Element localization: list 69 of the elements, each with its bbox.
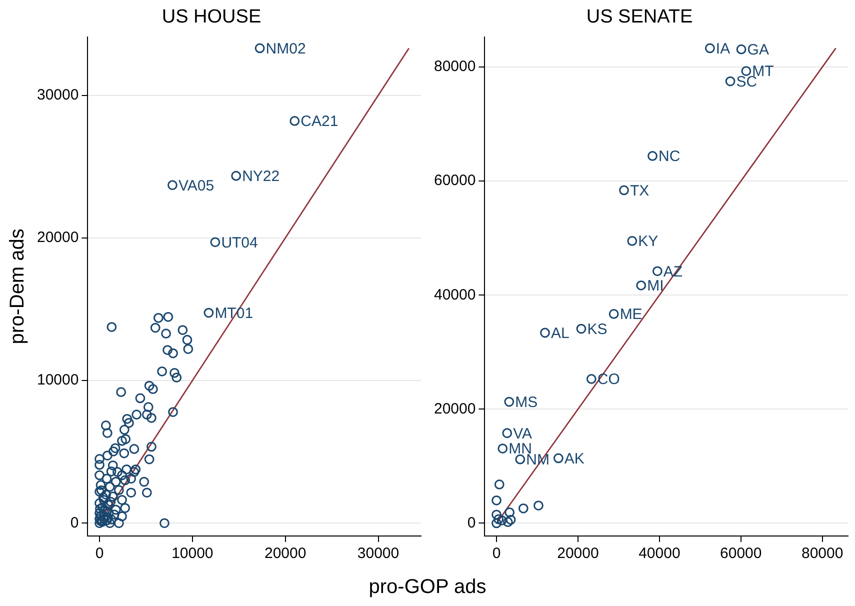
x-tick-label: 30000	[357, 545, 400, 562]
point	[494, 514, 504, 524]
y-tick-label: 20000	[434, 400, 476, 418]
data-label: NC	[658, 148, 680, 166]
data-label: UT04	[221, 234, 258, 252]
point	[492, 518, 502, 528]
point	[492, 495, 502, 506]
data-label: CO	[597, 371, 620, 388]
data-label: VA05	[178, 177, 214, 194]
y-tick-label: 30000	[36, 86, 79, 104]
data-label: CA21	[300, 113, 338, 130]
point	[515, 454, 526, 464]
y-tick-label: 0	[70, 514, 79, 532]
y-axis-title: pro-Dem ads	[6, 228, 29, 344]
x-tick-label: 80000	[801, 545, 844, 562]
y-tick-label: 40000	[434, 286, 476, 304]
x-tick-label: 10000	[172, 545, 214, 562]
x-tick-label: 40000	[638, 545, 680, 562]
point	[725, 76, 736, 86]
point	[504, 507, 515, 518]
data-label: IA	[716, 40, 730, 58]
point	[502, 517, 513, 528]
data-label: ME	[620, 306, 642, 324]
point	[534, 500, 544, 510]
data-label: NM02	[266, 40, 306, 58]
data-label: KS	[587, 320, 608, 338]
point	[736, 44, 746, 54]
point	[576, 324, 586, 334]
point	[704, 43, 715, 54]
data-label: KY	[638, 233, 658, 250]
point	[636, 280, 646, 290]
y-tick-label: 60000	[434, 172, 476, 190]
x-tick-label: 60000	[720, 545, 762, 562]
point	[492, 510, 502, 520]
x-tick-label: 20000	[264, 545, 306, 562]
data-label: TX	[630, 182, 650, 200]
x-tick-label: 20000	[557, 545, 599, 562]
y-tick-label: 0	[467, 514, 476, 532]
point	[540, 328, 550, 338]
point	[506, 514, 516, 525]
point	[586, 374, 596, 384]
data-label: VA	[513, 425, 532, 442]
point	[504, 396, 514, 407]
point	[502, 428, 512, 438]
point	[619, 185, 629, 196]
chart-title: US HOUSE	[162, 6, 262, 28]
data-label: MS	[515, 394, 538, 411]
data-label: NY22	[242, 168, 280, 186]
y-tick-label: 20000	[36, 229, 79, 246]
point	[518, 503, 528, 514]
point	[553, 453, 564, 464]
x-tick-label: 0	[492, 545, 501, 562]
y-tick-label: 10000	[36, 372, 79, 389]
point	[498, 444, 508, 454]
point	[494, 480, 504, 490]
point	[496, 515, 507, 526]
data-label: GA	[747, 41, 769, 58]
x-tick-label: 0	[95, 545, 104, 562]
point	[648, 151, 658, 161]
data-label: AK	[564, 450, 584, 468]
data-label: MI	[647, 278, 664, 295]
x-axis-title: pro-GOP ads	[368, 576, 488, 599]
point	[627, 236, 638, 246]
data-label: AL	[550, 324, 570, 342]
point	[608, 308, 619, 319]
y-tick-label: 80000	[434, 58, 476, 76]
point	[652, 266, 662, 276]
chart-title: US SENATE	[586, 6, 693, 28]
point	[741, 66, 752, 76]
